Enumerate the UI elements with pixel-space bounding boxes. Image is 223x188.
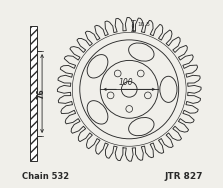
Bar xyxy=(30,26,37,161)
Text: 100: 100 xyxy=(119,78,134,87)
Text: 76: 76 xyxy=(37,88,46,99)
Text: 10.5: 10.5 xyxy=(138,21,151,27)
Text: JTR 827: JTR 827 xyxy=(164,172,203,181)
Text: Chain 532: Chain 532 xyxy=(22,172,69,181)
